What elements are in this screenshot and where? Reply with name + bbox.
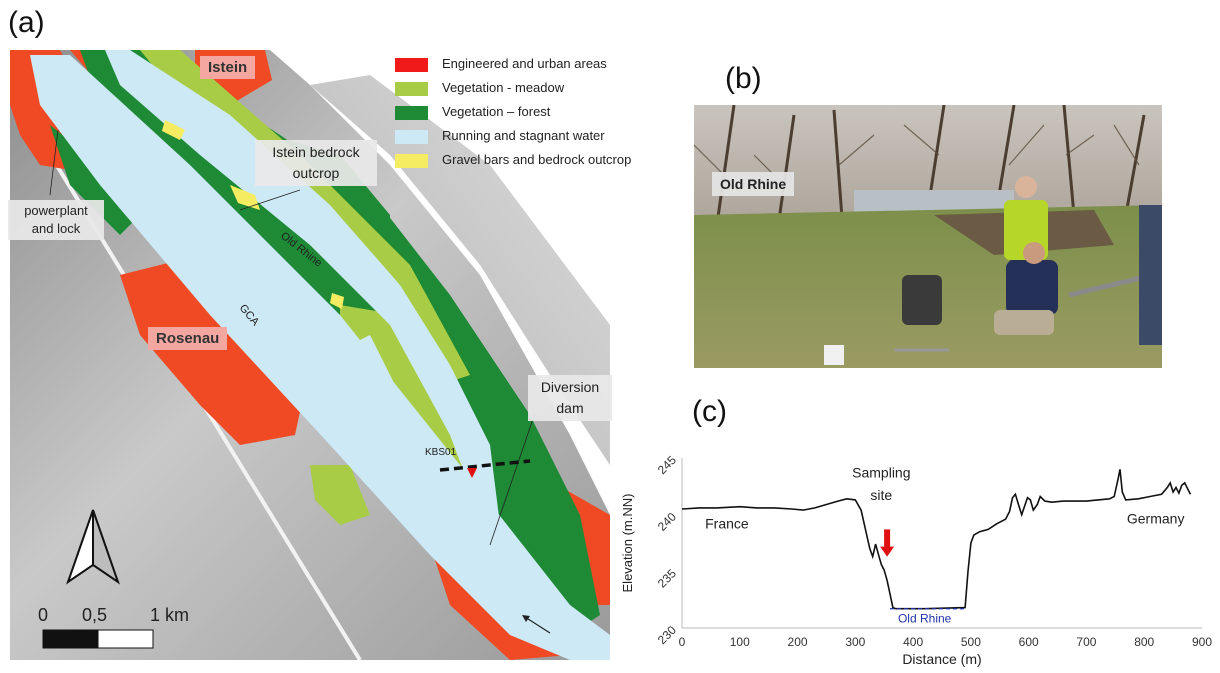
- town-label-istein: Istein: [200, 56, 256, 79]
- x-tick-label: 100: [730, 635, 750, 649]
- label-diversion-dam: Diversion dam: [528, 375, 612, 421]
- leader-bedrock: [239, 189, 301, 211]
- x-tick-label: 0: [679, 635, 686, 649]
- profile-transect: [439, 459, 531, 472]
- arrow-shaft: [884, 529, 891, 549]
- panel-label-c: (c): [692, 395, 727, 428]
- sampling-arrow: [880, 529, 895, 557]
- x-tick-label: 600: [1019, 635, 1039, 649]
- legend-label: Engineered and urban areas: [442, 56, 607, 71]
- person-head-1: [1015, 176, 1037, 198]
- field-photo: [694, 105, 1162, 368]
- y-tick-label: 230: [655, 623, 679, 647]
- north-arrow-right: [92, 509, 120, 585]
- legend-label: Vegetation – forest: [442, 104, 551, 119]
- x-tick-label: 900: [1192, 635, 1212, 649]
- annotation-sampling: Sampling: [852, 464, 910, 480]
- x-tick-label: 200: [788, 635, 808, 649]
- legend-item: Gravel bars and bedrock outcrop: [395, 151, 660, 175]
- legend-swatch: [395, 58, 428, 72]
- legend-item: Vegetation – forest: [395, 103, 660, 127]
- scale-label-half: 0,5: [82, 605, 108, 625]
- x-tick-label: 700: [1076, 635, 1096, 649]
- scale-bar-white: [97, 629, 154, 649]
- person-right-edge: [1139, 205, 1162, 345]
- annotation-old-rhine: Old Rhine: [898, 611, 952, 625]
- annotation-germany: Germany: [1127, 511, 1185, 527]
- elevation-profile-chart: 0 100 200 300 400 500 600 700 800 900 230 235 240 245…: [620, 453, 1212, 667]
- town-label-rosenau: Rosenau: [148, 327, 228, 350]
- photo-tag-old-rhine: Old Rhine: [712, 172, 795, 196]
- terrain-hillshade-east: [310, 75, 610, 465]
- tree-branches: [694, 124, 1140, 186]
- y-tick-label: 240: [655, 509, 679, 533]
- legend-swatch: [395, 154, 428, 168]
- leader-powerplant: [49, 129, 59, 196]
- water-gca: [30, 55, 610, 660]
- person-head-2: [1023, 242, 1045, 264]
- scale-label-zero: 0: [38, 605, 49, 625]
- water-old-rhine: [105, 50, 500, 525]
- annotation-france: France: [705, 515, 749, 531]
- y-tick-label: 245: [655, 453, 679, 477]
- label-site: KBS01: [425, 447, 457, 458]
- arrow-head: [880, 546, 895, 557]
- person-blue-jacket: [1006, 260, 1058, 315]
- y-axis-label: Elevation (m.NN): [620, 494, 635, 593]
- label-istein-bedrock: Istein bedrock outcrop: [255, 140, 377, 186]
- x-tick-label: 400: [903, 635, 923, 649]
- gravel-bar-1: [230, 185, 260, 210]
- flow-arrow-line: [524, 616, 551, 634]
- legend-item: Vegetation - meadow: [395, 79, 660, 103]
- sampling-site-marker: [467, 468, 477, 478]
- elevation-line: [681, 469, 1192, 610]
- river-water: [854, 190, 1014, 212]
- water-island-pools: [350, 335, 430, 485]
- legend-label: Vegetation - meadow: [442, 80, 565, 95]
- legend-label: Running and stagnant water: [442, 128, 605, 143]
- x-tick-label: 500: [961, 635, 981, 649]
- panel-label-b: (b): [725, 62, 762, 95]
- scale-label-one: 1 km: [150, 605, 190, 625]
- chart-axes: [681, 458, 1202, 629]
- legend-swatch: [395, 130, 428, 144]
- person-legs-2: [994, 310, 1054, 335]
- drill-hammer: [902, 275, 942, 325]
- bucket: [824, 345, 844, 365]
- gravel-bar-3: [330, 293, 344, 309]
- legend-item: Running and stagnant water: [395, 127, 660, 151]
- legend-label: Gravel bars and bedrock outcrop: [442, 152, 632, 167]
- forest-west: [50, 125, 140, 235]
- leader-dam: [489, 412, 536, 546]
- y-tick-label: 235: [655, 566, 679, 590]
- meadow-south: [310, 465, 370, 525]
- x-tick-label: 800: [1134, 635, 1154, 649]
- map-legend: Engineered and urban areas Vegetation - m…: [395, 55, 660, 175]
- scale-bar-black: [42, 629, 99, 649]
- x-tick-label: 300: [845, 635, 865, 649]
- x-axis-label: Distance (m): [902, 651, 981, 667]
- legend-swatch: [395, 106, 428, 120]
- annotation-site: site: [870, 487, 892, 503]
- label-powerplant: powerplant and lock: [8, 200, 104, 240]
- land-cover-map: Old Rhine GCA KBS01: [10, 50, 610, 660]
- flow-arrow-head: [522, 615, 530, 622]
- legend-swatch: [395, 82, 428, 96]
- gravel-bar-2: [162, 120, 185, 140]
- panel-label-a: (a): [8, 6, 45, 39]
- legend-item: Engineered and urban areas: [395, 55, 660, 79]
